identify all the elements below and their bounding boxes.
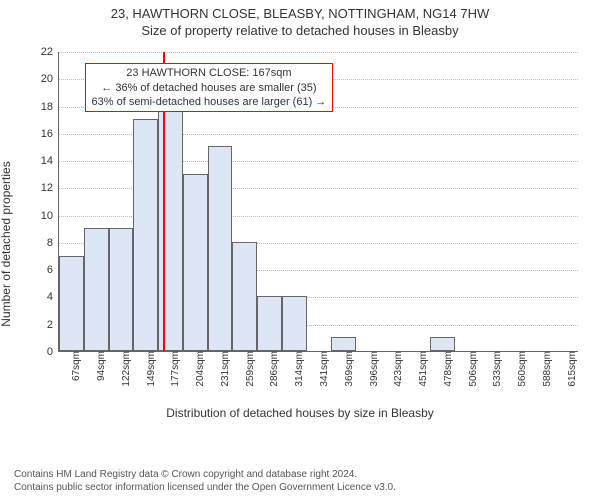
x-tick-label: 286sqm [265, 351, 280, 387]
x-axis-label: Distribution of detached houses by size … [0, 406, 600, 420]
x-tick-label: 615sqm [563, 351, 578, 387]
gridline [59, 52, 578, 53]
histogram-bar [331, 337, 356, 351]
annotation-callout: 23 HAWTHORN CLOSE: 167sqm← 36% of detach… [85, 63, 334, 112]
y-tick-label: 2 [47, 319, 59, 331]
annotation-line: ← 36% of detached houses are smaller (35… [92, 81, 327, 95]
y-tick-label: 12 [41, 182, 59, 194]
footer-line-1: Contains HM Land Registry data © Crown c… [14, 468, 396, 481]
x-tick-label: 259sqm [241, 351, 256, 387]
y-tick-label: 22 [41, 46, 59, 58]
histogram-bar [158, 106, 183, 351]
y-tick-label: 14 [41, 155, 59, 167]
page-title-line1: 23, HAWTHORN CLOSE, BLEASBY, NOTTINGHAM,… [0, 0, 600, 21]
y-axis-label: Number of detached properties [0, 161, 13, 326]
histogram-bar [208, 146, 233, 351]
x-tick-label: 533sqm [488, 351, 503, 387]
page-title-line2: Size of property relative to detached ho… [0, 21, 600, 38]
x-tick-label: 314sqm [290, 351, 305, 387]
x-tick-label: 94sqm [92, 351, 107, 381]
x-tick-label: 560sqm [513, 351, 528, 387]
y-tick-label: 20 [41, 73, 59, 85]
y-tick-label: 4 [47, 291, 59, 303]
y-tick-label: 16 [41, 128, 59, 140]
x-tick-label: 369sqm [340, 351, 355, 387]
x-tick-label: 231sqm [216, 351, 231, 387]
x-tick-label: 204sqm [191, 351, 206, 387]
y-tick-label: 18 [41, 101, 59, 113]
x-tick-label: 451sqm [414, 351, 429, 387]
x-tick-label: 588sqm [538, 351, 553, 387]
x-tick-label: 341sqm [315, 351, 330, 387]
histogram-bar [282, 296, 307, 351]
x-tick-label: 67sqm [67, 351, 82, 381]
y-tick-label: 6 [47, 264, 59, 276]
y-tick-label: 10 [41, 210, 59, 222]
histogram-bar [257, 296, 282, 351]
footer-attribution: Contains HM Land Registry data © Crown c… [14, 468, 396, 494]
x-tick-label: 149sqm [142, 351, 157, 387]
annotation-line: 63% of semi-detached houses are larger (… [92, 95, 327, 109]
histogram-bar [232, 242, 257, 351]
y-tick-label: 8 [47, 237, 59, 249]
histogram-bar [59, 256, 84, 351]
histogram-bar [430, 337, 455, 351]
x-tick-label: 478sqm [439, 351, 454, 387]
x-tick-label: 177sqm [166, 351, 181, 387]
histogram-bar [133, 119, 158, 351]
annotation-line: 23 HAWTHORN CLOSE: 167sqm [92, 66, 327, 80]
footer-line-2: Contains public sector information licen… [14, 481, 396, 494]
histogram-bar [84, 228, 109, 351]
plot-area: 024681012141618202267sqm94sqm122sqm149sq… [58, 52, 578, 352]
y-tick-label: 0 [47, 346, 59, 358]
x-tick-label: 396sqm [365, 351, 380, 387]
histogram-bar [183, 174, 208, 351]
x-tick-label: 506sqm [464, 351, 479, 387]
x-tick-label: 122sqm [117, 351, 132, 387]
x-tick-label: 423sqm [389, 351, 404, 387]
histogram-bar [109, 228, 134, 351]
chart-container: Number of detached properties 0246810121… [0, 44, 600, 444]
